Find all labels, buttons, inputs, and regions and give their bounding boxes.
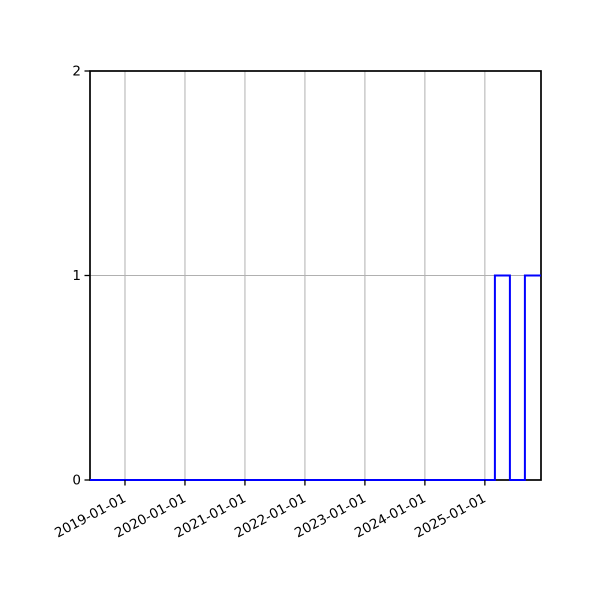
y-tick-label: 2 <box>72 64 81 80</box>
data-line <box>90 274 541 481</box>
y-tick-label: 1 <box>72 268 81 284</box>
y-tick-label: 0 <box>72 473 81 489</box>
